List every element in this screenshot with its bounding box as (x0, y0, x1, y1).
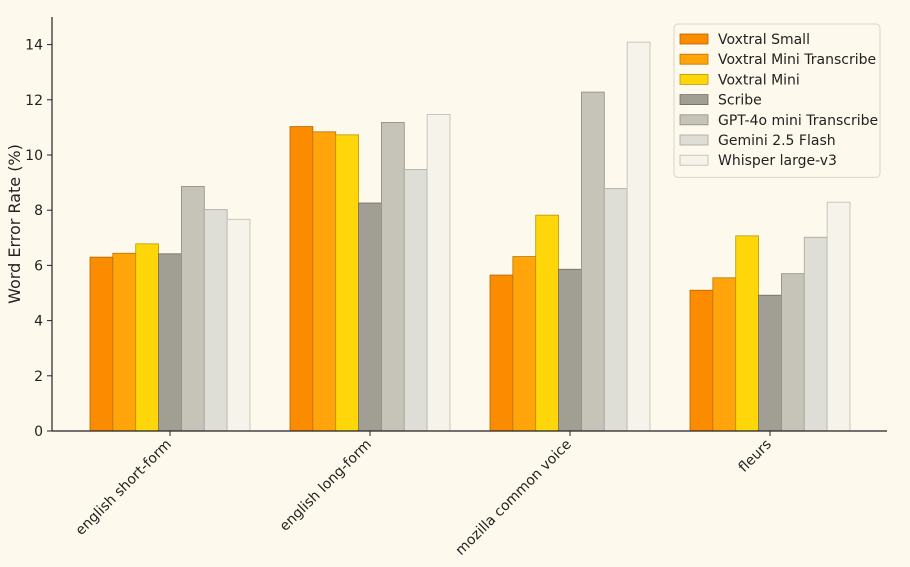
legend-label: GPT-4o mini Transcribe (718, 113, 878, 129)
y-tick-label: 12 (25, 93, 43, 109)
bar (426, 114, 451, 432)
bar (826, 201, 851, 432)
legend-label: Gemini 2.5 Flash (718, 133, 836, 149)
legend-label: Scribe (718, 93, 762, 109)
bar (181, 186, 205, 432)
x-tick-label: english short-form (73, 437, 175, 539)
legend-item: Voxtral Small (679, 32, 810, 48)
bars-layer (89, 41, 851, 432)
bar-group (489, 41, 651, 432)
y-tick-label: 10 (25, 148, 43, 164)
legend-item: GPT-4o mini Transcribe (679, 113, 878, 129)
bar (381, 122, 405, 432)
bar (735, 235, 759, 432)
bar (289, 126, 314, 432)
bar (403, 169, 428, 432)
legend-swatch (679, 114, 709, 126)
bar (312, 131, 337, 432)
x-tick-label: english long-form (277, 437, 375, 535)
bar (712, 277, 737, 432)
y-axis-label: Word Error Rate (%) (5, 144, 24, 304)
bar (226, 218, 251, 432)
bar (512, 256, 537, 432)
bar (603, 188, 628, 432)
bar (203, 209, 228, 432)
bar-group (689, 201, 851, 432)
legend: Voxtral Small Voxtral Mini Transcribe Voxt… (673, 23, 881, 178)
legend-label: Voxtral Mini (718, 72, 800, 88)
bar (335, 134, 359, 432)
bar (489, 274, 514, 432)
y-tick-label: 2 (34, 369, 43, 385)
legend-item: Whisper large-v3 (679, 153, 837, 169)
y-tick-label: 6 (34, 258, 43, 274)
legend-item: Scribe (679, 93, 762, 109)
y-tick-label: 14 (25, 38, 43, 54)
bar (689, 289, 714, 432)
bar (158, 253, 182, 432)
x-tick-label: fleurs (736, 437, 775, 476)
legend-item: Voxtral Mini Transcribe (679, 52, 876, 68)
bar (626, 41, 651, 432)
bar (758, 294, 782, 432)
legend-label: Voxtral Mini Transcribe (718, 52, 876, 68)
bar-group (289, 114, 451, 432)
y-tick-label: 0 (34, 424, 43, 440)
y-tick-label: 4 (34, 314, 43, 330)
legend-swatch (679, 134, 709, 146)
bar (803, 236, 828, 432)
legend-label: Whisper large-v3 (718, 153, 837, 169)
bar (358, 202, 382, 432)
x-tick-label: mozilla common voice (453, 437, 575, 559)
legend-swatch (679, 74, 709, 85)
y-tick-label: 8 (34, 203, 43, 219)
bar (781, 273, 805, 432)
bar (135, 243, 159, 432)
bar (89, 256, 114, 432)
legend-item: Voxtral Mini (679, 72, 800, 88)
bar (558, 268, 582, 432)
bar-group (89, 186, 251, 432)
legend-swatch (679, 33, 709, 45)
legend-label: Voxtral Small (718, 32, 810, 48)
bar (581, 91, 605, 432)
legend-swatch (679, 53, 709, 65)
legend-swatch (679, 94, 709, 105)
legend-swatch (679, 154, 709, 166)
legend-frame (673, 23, 881, 178)
bar (535, 214, 559, 432)
legend-item: Gemini 2.5 Flash (679, 133, 836, 149)
bar (112, 252, 137, 432)
